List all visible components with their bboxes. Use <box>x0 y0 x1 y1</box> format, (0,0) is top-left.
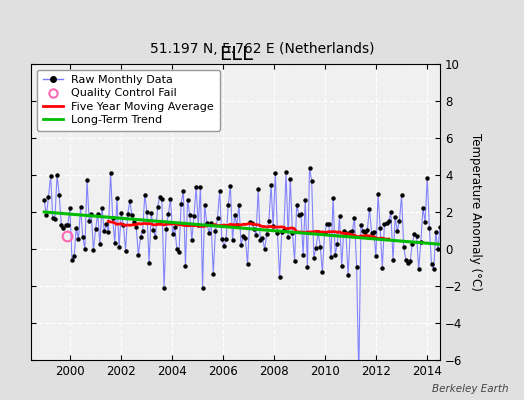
Text: Berkeley Earth: Berkeley Earth <box>432 384 508 394</box>
Text: 51.197 N, 5.762 E (Netherlands): 51.197 N, 5.762 E (Netherlands) <box>150 42 374 56</box>
Title: ELL: ELL <box>219 45 253 64</box>
Legend: Raw Monthly Data, Quality Control Fail, Five Year Moving Average, Long-Term Tren: Raw Monthly Data, Quality Control Fail, … <box>37 70 220 131</box>
Y-axis label: Temperature Anomaly (°C): Temperature Anomaly (°C) <box>469 133 482 291</box>
